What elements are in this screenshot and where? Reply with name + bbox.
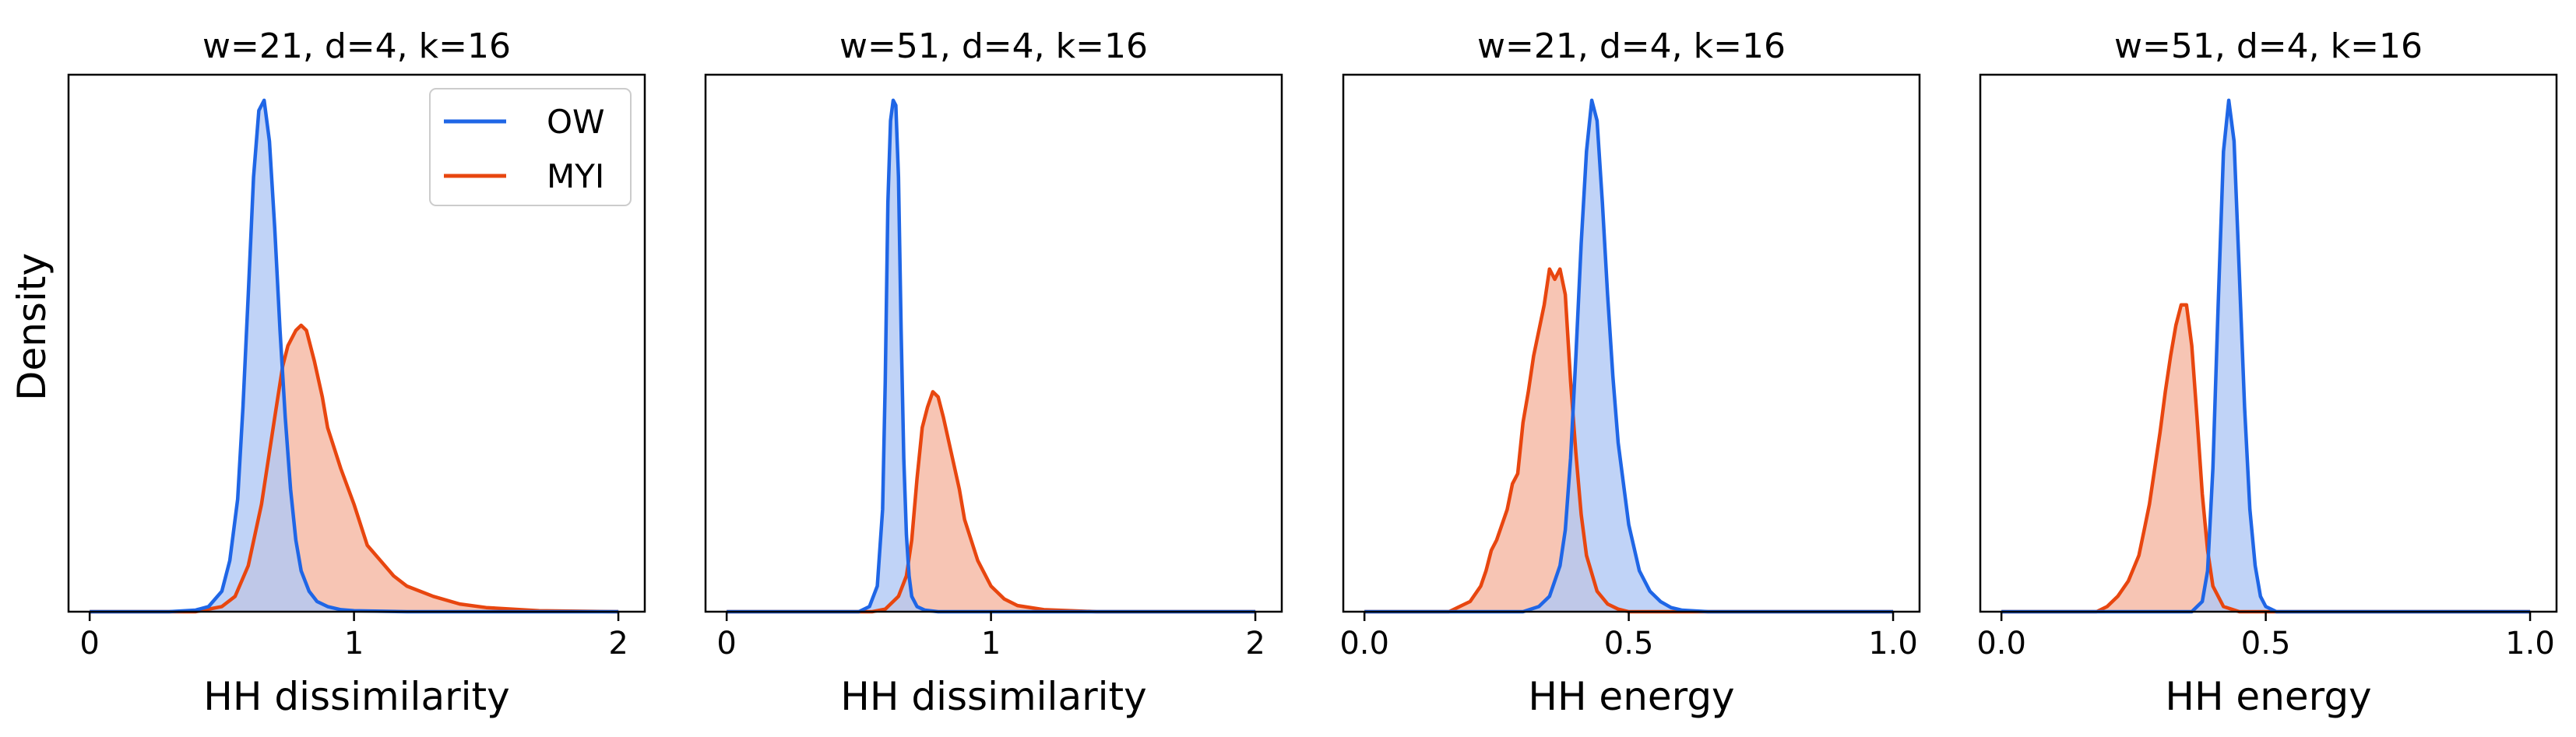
legend: OW MYI [429,88,632,206]
x-tick-label: 1 [344,626,364,662]
x-axis-label: HH dissimilarity [840,674,1146,719]
density-line-myi [1364,267,1894,614]
density-line-ow [727,98,1256,614]
panel-title: w=21, d=4, k=16 [202,26,511,66]
panel-title: w=21, d=4, k=16 [1477,26,1786,66]
chart-panel-4: w=51, d=4, k=16 0.0 0.5 1.0 HH energy [1976,26,2558,719]
chart-panel-1: w=21, d=4, k=16 0 1 2 HH dissimilarity OW MYI [67,26,646,719]
x-axis-label: HH energy [1528,674,1734,719]
panel-title: w=51, d=4, k=16 [839,26,1148,66]
x-tick-label: 2 [1245,626,1265,662]
density-line-myi [2001,303,2531,614]
plot-frame [1342,73,1921,613]
chart-panel-2: w=51, d=4, k=16 0 1 2 HH dissimilarity [704,26,1283,719]
legend-label-myi: MYI [547,157,604,195]
x-tick-label: 0.0 [1976,626,2026,662]
x-tick-label: 1.0 [1868,626,1918,662]
x-tick-label: 2 [608,626,628,662]
panel-title: w=51, d=4, k=16 [2114,26,2423,66]
density-fill-ow [727,100,1256,612]
x-tick-label: 1 [981,626,1001,662]
legend-label-ow: OW [547,103,605,141]
x-axis-label: HH energy [2165,674,2371,719]
density-fill-myi [2001,304,2531,612]
x-tick-label: 0 [79,626,99,662]
x-tick-label: 0.5 [2241,626,2291,662]
density-line-ow [2001,98,2531,614]
density-fill-myi [727,391,1256,612]
x-tick-label: 0.0 [1339,626,1389,662]
x-tick-label: 1.0 [2505,626,2555,662]
figure-ylabel: Density [9,253,55,401]
density-line-ow [90,98,619,614]
x-tick-label: 0 [716,626,736,662]
density-fill-ow [2001,100,2531,612]
plot-frame [704,73,1283,613]
x-axis-label: HH dissimilarity [203,674,509,719]
density-line-myi [727,390,1256,614]
chart-panel-3: w=21, d=4, k=16 0.0 0.5 1.0 HH energy [1339,26,1921,719]
plot-frame [67,73,646,613]
density-line-ow [1364,98,1894,614]
x-tick-label: 0.5 [1604,626,1654,662]
plot-frame [1979,73,2558,613]
density-fill-myi [90,325,619,612]
density-fill-ow [1364,100,1894,612]
density-line-myi [90,323,619,614]
